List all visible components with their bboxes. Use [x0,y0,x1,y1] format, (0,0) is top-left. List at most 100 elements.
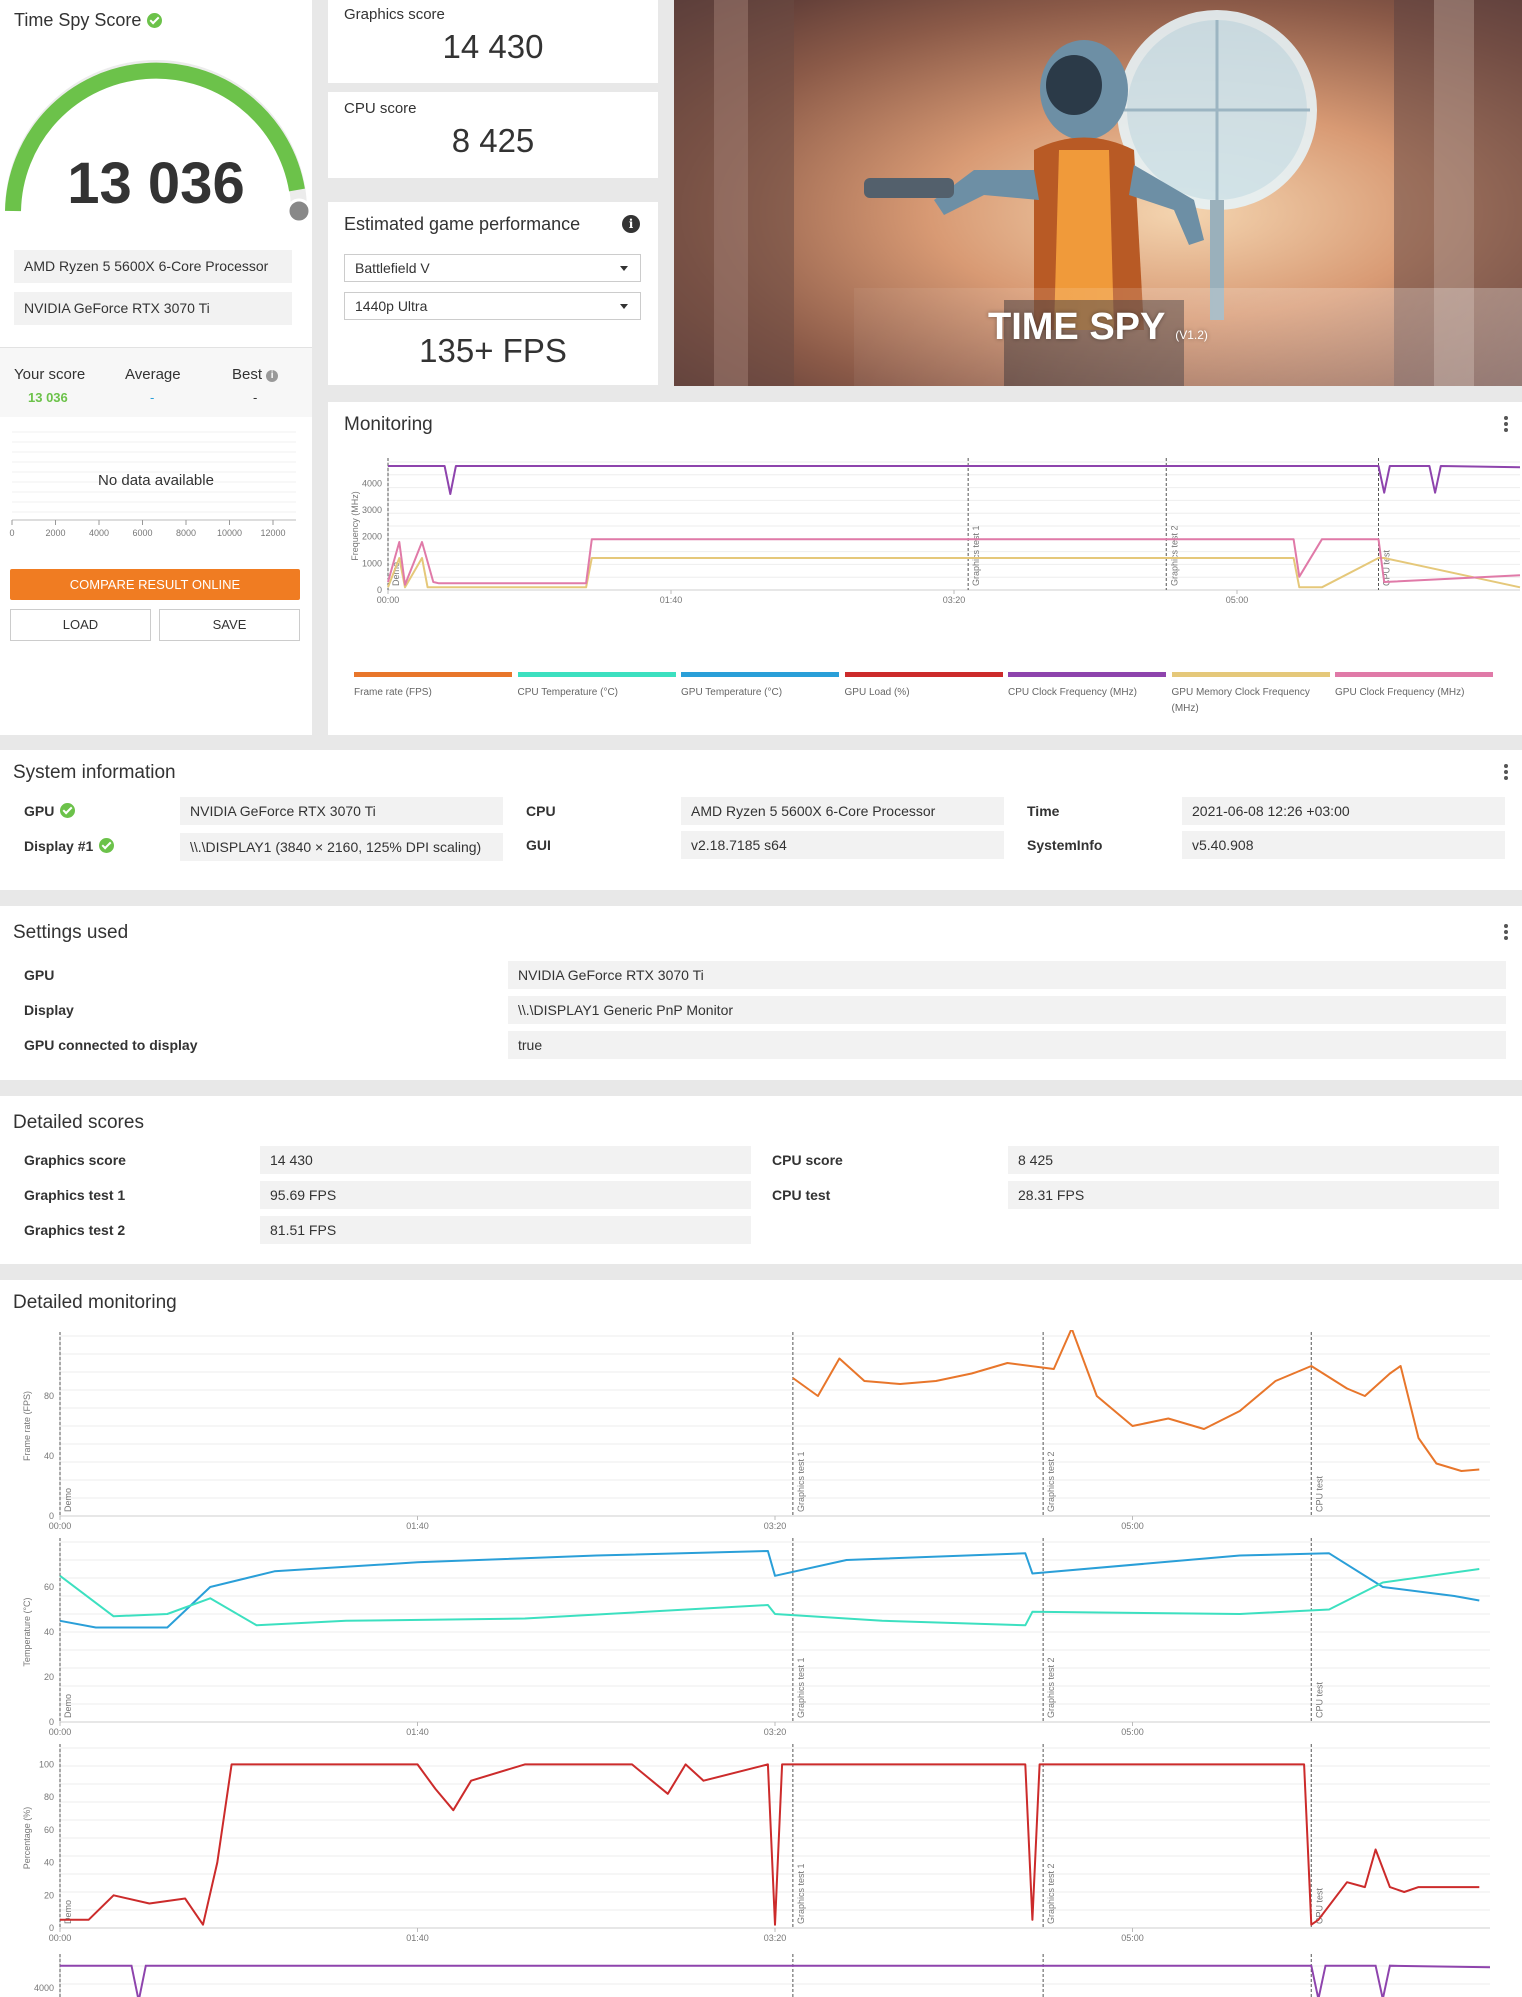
cpu-score-card: CPU score 8 425 [328,92,658,178]
detail-label-graphics-score: Graphics score [24,1152,126,1168]
cpu-score-value: 8 425 [451,122,535,159]
detail-label-graphics-test-2: Graphics test 2 [24,1222,126,1238]
setting-value-gpu: NVIDIA GeForce RTX 3070 Ti [508,961,1506,989]
monitoring-chart: 0 1000 2000 3000 4000 00:00 01:40 03:20 05:00 Fre… [350,458,1521,605]
legend-swatch [1171,672,1330,677]
dist-tick-label: 12000 [260,528,285,538]
series-line [387,557,1521,589]
test-marker-label: CPU test [1314,1475,1324,1512]
legend-item[interactable]: GPU Clock Frequency (MHz) [1335,672,1493,701]
series-line [59,1550,1480,1629]
x-tick-label: 03:20 [943,595,966,605]
x-tick-label: 01:40 [406,1521,429,1531]
info-icon[interactable]: i [622,215,640,233]
systeminfo-label: SystemInfo [1027,837,1103,853]
score-distribution-chart: 0 2000 4000 6000 8000 10000 12000 [9,431,296,538]
series-line [388,465,1521,495]
info-icon[interactable]: i [266,370,279,382]
hero-title: TIME SPY (V1.2) [988,306,1208,349]
your-score-value: 13 036 [28,390,68,405]
x-tick-label: 05:00 [1121,1521,1144,1531]
hero-overlay [854,288,1522,386]
legend-item[interactable]: GPU Temperature (°C) [681,672,839,701]
legend-item[interactable]: CPU Clock Frequency (MHz) [1008,672,1166,701]
y-axis-label: Frame rate (FPS) [22,1391,32,1461]
legend-item[interactable]: CPU Temperature (°C) [517,672,676,701]
x-tick-label: 01:40 [406,1727,429,1737]
test-marker-label: Graphics test 2 [1169,525,1179,586]
chevron-down-icon [620,266,628,271]
display-label: Display #1 [24,832,115,860]
systeminfo-value: v5.40.908 [1182,831,1505,859]
kebab-menu-icon[interactable] [1504,764,1508,780]
legend-swatch [844,672,1003,677]
series-line [60,1964,1491,1997]
y-tick-label: 0 [49,1923,54,1933]
detailed-monitoring-card: Detailed monitoring 0 40 80 00:00 01:40 03:20… [0,1280,1522,1997]
cpu-score-label: CPU score [344,100,417,117]
score-title-text: Time Spy Score [14,10,142,30]
y-axis-label: Frequency (MHz) [350,491,360,561]
average-value: - [150,390,155,405]
legend-label: GPU Temperature (°C) [681,687,783,698]
x-tick-label: 03:20 [764,1933,787,1943]
gpu-name: NVIDIA GeForce RTX 3070 Ti [14,292,292,325]
chevron-down-icon [620,304,628,309]
your-score-label: Your score [14,366,86,383]
time-label: Time [1027,803,1060,819]
legend-item[interactable]: Frame rate (FPS) [354,672,512,701]
y-tick-label: 20 [44,1890,54,1900]
y-tick-label: 2000 [362,532,382,542]
load-button[interactable]: LOAD [10,609,151,641]
x-tick-label: 05:00 [1226,595,1249,605]
preset-select[interactable]: 1440p Ultra [344,292,641,320]
check-icon [60,803,76,818]
cpu-label: CPU [526,803,556,819]
dist-tick-label: 2000 [45,528,65,538]
y-tick-label: 4000 [362,478,382,488]
x-tick-label: 00:00 [49,1521,72,1531]
y-tick-label: 20 [44,1672,54,1682]
graphics-score-label: Graphics score [344,6,445,23]
y-tick-label: 60 [44,1582,54,1592]
compare-online-button[interactable]: COMPARE RESULT ONLINE [10,569,300,600]
detail-label-cpu-score: CPU score [772,1152,843,1168]
test-marker-label: Graphics test 1 [971,525,981,586]
test-marker-label: Graphics test 1 [796,1657,806,1718]
y-tick-label: 40 [44,1451,54,1461]
test-marker-label: Graphics test 1 [796,1863,806,1924]
save-button[interactable]: SAVE [159,609,300,641]
kebab-menu-icon[interactable] [1504,416,1508,432]
gui-label: GUI [526,837,551,853]
display-label-text: Display #1 [24,838,94,854]
detailed-scores-title: Detailed scores [13,1112,144,1133]
x-tick-label: 05:00 [1121,1727,1144,1737]
x-tick-label: 01:40 [660,595,683,605]
series-line [59,1568,1480,1627]
x-tick-label: 01:40 [406,1933,429,1943]
legend-swatch [354,672,512,677]
legend-label: CPU Clock Frequency (MHz) [1008,687,1137,698]
dist-tick-label: 10000 [217,528,242,538]
test-marker-label: Demo [63,1694,73,1718]
detailed-monitoring-charts: 0 40 80 00:00 01:40 03:20 05:00 Frame rate (FPS… [22,1330,1491,1997]
test-marker-label: Demo [391,562,401,586]
settings-title: Settings used [13,922,129,943]
system-info-title: System information [13,762,176,783]
game-select[interactable]: Battlefield V [344,254,641,282]
hero-version: (V1.2) [1175,328,1208,342]
hero-image: TIME SPY (V1.2) [674,0,1522,386]
time-value: 2021-06-08 12:26 +03:00 [1182,797,1505,825]
estimated-title: Estimated game performance [344,214,581,234]
x-tick-label: 03:20 [764,1521,787,1531]
legend-item[interactable]: GPU Load (%) [844,672,1003,701]
dist-tick-label: 8000 [176,528,196,538]
setting-value-gpu-connected: true [508,1031,1506,1059]
kebab-menu-icon[interactable] [1504,924,1508,940]
y-tick-label: 40 [44,1858,54,1868]
preset-select-value: 1440p Ultra [355,298,428,314]
y-tick-label: 0 [49,1717,54,1727]
cpu-value: AMD Ryzen 5 5600X 6-Core Processor [681,797,1004,825]
legend-item[interactable]: GPU Memory Clock Frequency (MHz) [1171,672,1330,717]
x-tick-label: 00:00 [49,1933,72,1943]
